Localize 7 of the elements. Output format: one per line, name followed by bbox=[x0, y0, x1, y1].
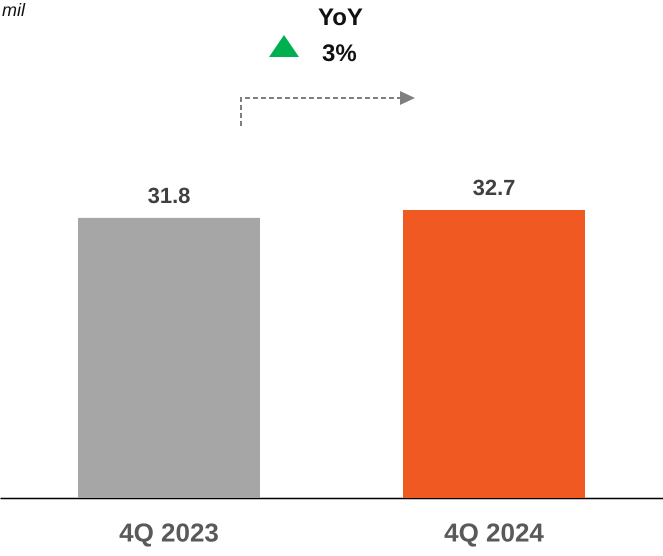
x-tick-label: 4Q 2024 bbox=[444, 518, 544, 548]
text: 3% bbox=[322, 40, 357, 68]
text: mil bbox=[2, 0, 25, 21]
x-tick-label: 4Q 2023 bbox=[119, 518, 219, 548]
data-label: 32.7 bbox=[472, 175, 516, 200]
text: YoY bbox=[318, 4, 363, 32]
data-label: 31.8 bbox=[148, 182, 190, 208]
